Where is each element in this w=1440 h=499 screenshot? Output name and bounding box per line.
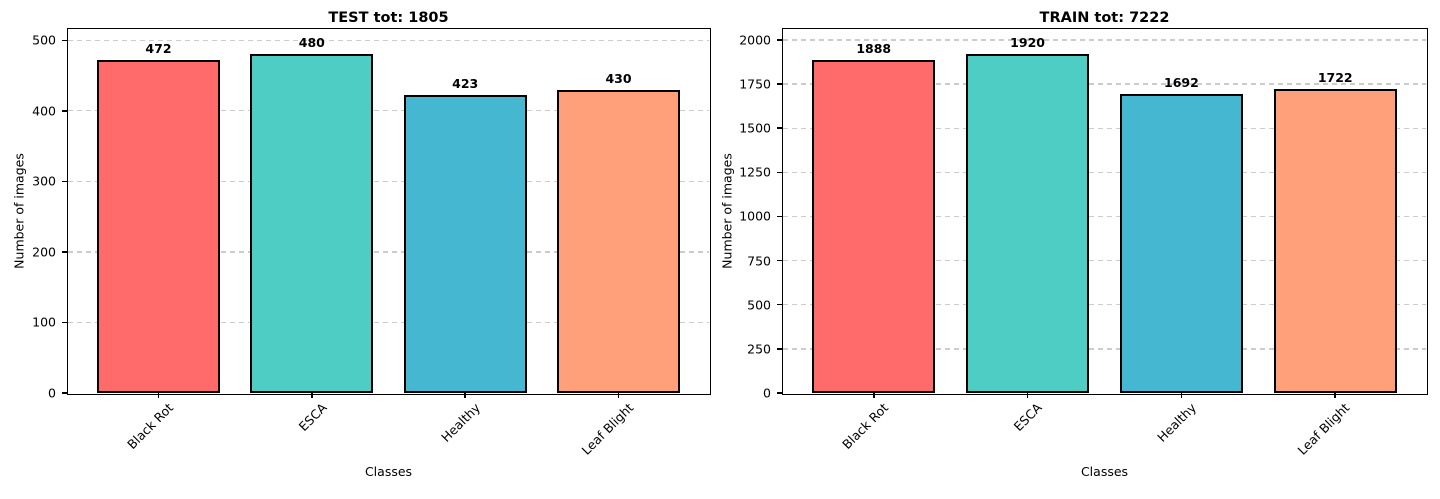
y-tick-label: 200 xyxy=(32,244,56,260)
bar-value-label: 423 xyxy=(452,75,479,91)
y-tick-label: 1500 xyxy=(739,120,771,136)
bar-black-rot xyxy=(812,59,936,393)
y-tick-mark xyxy=(777,259,783,262)
bar-esca xyxy=(250,54,374,393)
y-tick-label: 250 xyxy=(747,341,771,357)
bar-value-label: 1888 xyxy=(856,40,892,56)
x-tick-mark xyxy=(464,393,466,398)
bar-healthy xyxy=(1119,94,1243,393)
y-tick-label: 100 xyxy=(32,314,56,330)
y-tick-mark xyxy=(777,215,783,218)
x-tick-mark xyxy=(1180,393,1183,398)
x-tick-label-text: Healthy xyxy=(1154,400,1200,445)
bar-leaf-blight xyxy=(1273,89,1397,393)
gridline xyxy=(783,259,1426,262)
x-tick-mark xyxy=(1026,393,1029,398)
y-tick-mark xyxy=(777,303,783,306)
gridline xyxy=(68,180,709,183)
y-tick-mark xyxy=(777,392,783,394)
bar-value-label: 1920 xyxy=(1010,35,1045,51)
bar-value-label: 472 xyxy=(145,41,172,57)
bar-value-label: 480 xyxy=(298,35,325,51)
gridline xyxy=(68,110,709,112)
y-tick-mark xyxy=(62,39,68,42)
y-tick-label: 0 xyxy=(763,385,771,401)
bar-leaf-blight xyxy=(557,89,680,393)
bar-value-label: 430 xyxy=(605,70,632,86)
bar-value-label: 1722 xyxy=(1317,70,1353,86)
bar-black-rot xyxy=(97,60,220,393)
y-tick-label: 500 xyxy=(32,32,56,48)
gridline xyxy=(68,321,709,324)
y-tick-mark xyxy=(777,348,783,350)
y-tick-mark xyxy=(62,321,68,324)
gridline xyxy=(783,348,1426,350)
gridline xyxy=(783,83,1426,85)
gridline xyxy=(783,304,1426,306)
gridline xyxy=(783,39,1426,41)
x-tick-mark xyxy=(617,393,620,398)
x-axis-label-test: Classes xyxy=(364,464,413,479)
y-tick-label: 400 xyxy=(32,103,56,119)
bar-esca xyxy=(966,54,1090,393)
y-tick-label: 1250 xyxy=(739,164,771,180)
y-tick-label: 2000 xyxy=(739,32,771,48)
gridline xyxy=(783,171,1426,173)
x-tick-mark xyxy=(873,393,875,398)
x-tick-mark xyxy=(311,393,313,398)
y-tick-label: 1750 xyxy=(739,76,771,92)
gridline xyxy=(68,39,709,41)
y-tick-mark xyxy=(777,171,783,174)
y-tick-label: 0 xyxy=(48,385,56,401)
x-tick-mark xyxy=(1334,393,1336,398)
y-tick-mark xyxy=(777,83,783,85)
x-tick-label-text: Black Rot xyxy=(839,400,892,452)
x-tick-label-text: ESCA xyxy=(1011,400,1046,435)
y-tick-mark xyxy=(62,180,68,183)
y-tick-label: 750 xyxy=(747,253,771,269)
bar-healthy xyxy=(403,94,527,393)
y-tick-mark xyxy=(777,127,783,129)
y-tick-mark xyxy=(62,110,68,112)
y-tick-mark xyxy=(62,392,68,394)
y-tick-label: 1000 xyxy=(739,208,771,224)
bar-value-label: 1692 xyxy=(1164,75,1199,91)
chart-title-train: TRAIN tot: 7222 xyxy=(1039,10,1170,26)
gridline xyxy=(783,215,1426,218)
gridline xyxy=(783,127,1426,129)
chart-title-test: TEST tot: 1805 xyxy=(328,10,449,26)
y-tick-mark xyxy=(777,39,783,41)
gridline xyxy=(68,251,709,253)
y-tick-mark xyxy=(62,251,68,253)
y-tick-label: 500 xyxy=(747,297,771,313)
x-tick-label-text: Leaf Blight xyxy=(1295,400,1353,458)
x-tick-mark xyxy=(157,393,160,398)
y-tick-label: 300 xyxy=(32,173,56,189)
x-axis-label-train: Classes xyxy=(1080,464,1129,479)
